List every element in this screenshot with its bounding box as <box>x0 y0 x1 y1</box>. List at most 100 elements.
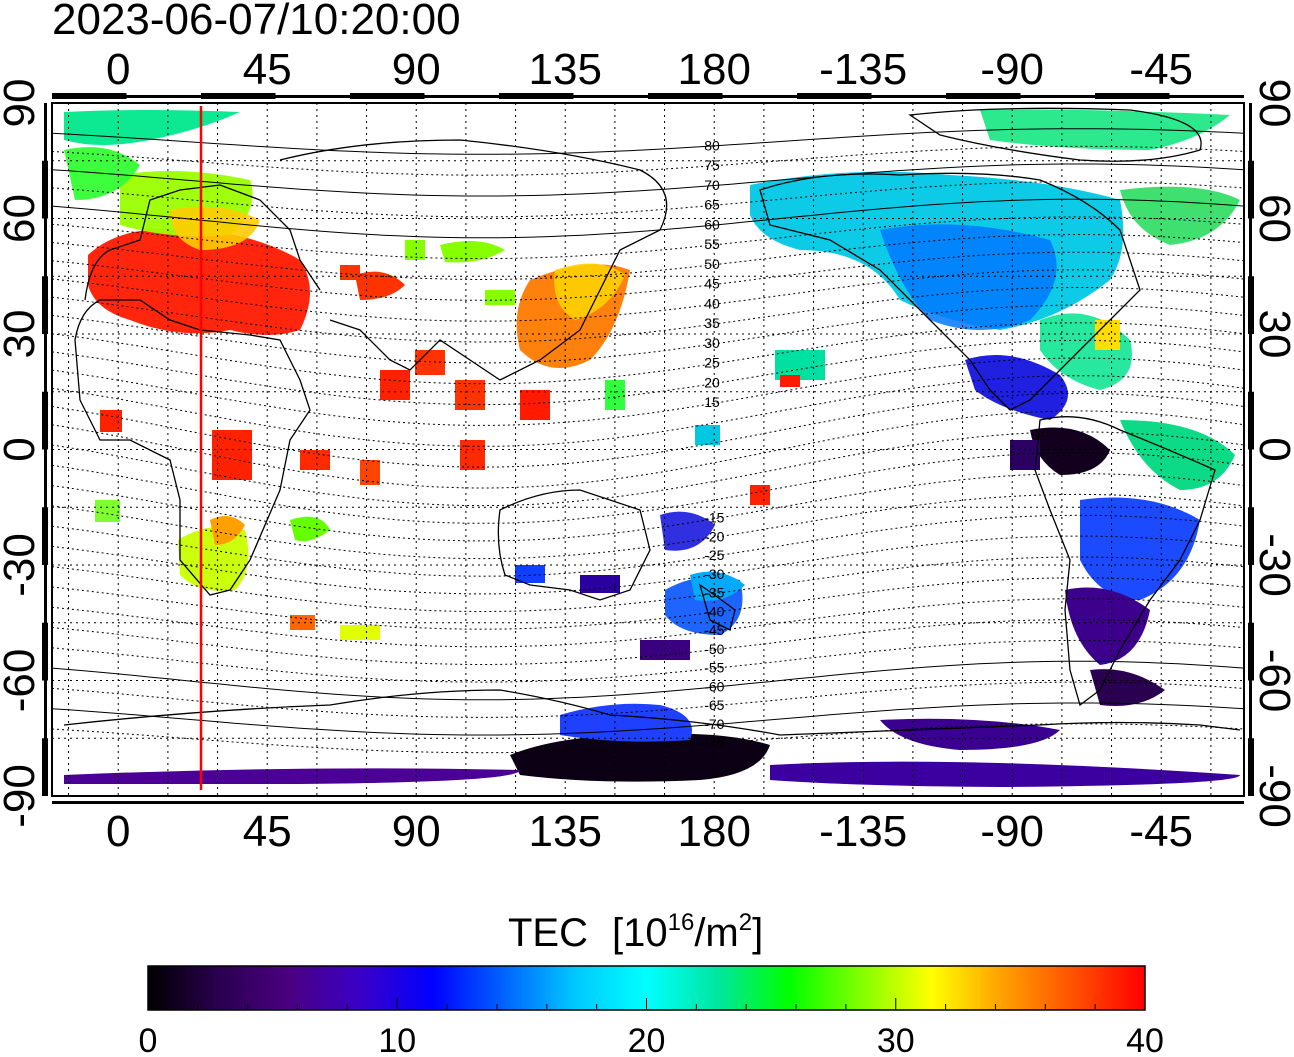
map-content <box>52 103 1244 796</box>
lon-tick-label: -90 <box>980 807 1044 856</box>
magnetic-contour-label: -15 <box>704 510 724 526</box>
frame-tick <box>42 391 48 450</box>
tec-patch <box>405 240 425 260</box>
lon-tick-label: -90 <box>980 45 1044 94</box>
magnetic-contour-label: -60 <box>704 678 724 694</box>
colorbar-unit-mid: /m <box>694 911 738 955</box>
lat-tick-label: 0 <box>0 437 44 461</box>
tec-patch <box>290 516 330 542</box>
magnetic-contour-label: -75 <box>704 735 724 751</box>
lat-tick-label: -30 <box>1250 533 1294 597</box>
asia-coast <box>279 139 668 381</box>
tec-patch <box>580 575 620 593</box>
magnetic-contour-line <box>52 452 1244 524</box>
magnetic-contour-line <box>52 339 1244 406</box>
tec-patch <box>340 625 380 640</box>
frame-tick <box>201 93 276 99</box>
tec-patch <box>515 565 545 583</box>
frame-tick <box>52 801 1244 804</box>
colorbar-unit-prefix: [10 <box>612 911 668 955</box>
lat-tick-label: 0 <box>1250 437 1294 461</box>
south-america-coast <box>1034 416 1216 707</box>
tec-patch <box>100 410 122 432</box>
frame-tick <box>1248 507 1254 565</box>
magnetic-contour-line <box>52 216 1244 260</box>
north-america-coast <box>759 172 1141 411</box>
lat-tick-label: 30 <box>1250 310 1294 359</box>
tec-patch <box>965 355 1068 420</box>
magnetic-contour-line <box>52 145 1244 176</box>
magnetic-contour-label: -25 <box>704 547 724 563</box>
magnetic-contour-line <box>52 304 1244 364</box>
colorbar-tick-label: 10 <box>378 1022 416 1057</box>
tec-patch <box>660 511 715 551</box>
tec-patch <box>770 761 1240 787</box>
frame-tick <box>1248 622 1254 681</box>
colorbar-quantity: TEC <box>508 911 588 955</box>
frame-tick <box>52 93 127 99</box>
colorbar-tick-label: 0 <box>139 1022 158 1057</box>
magnetic-contour-label: -65 <box>704 697 724 713</box>
lat-tick-label: -90 <box>1250 764 1294 828</box>
magnetic-contour-line <box>52 493 1244 560</box>
lat-tick-label: 30 <box>0 310 44 359</box>
tec-patch <box>690 571 745 601</box>
colorbar-unit-exponent2: 2 <box>739 909 752 936</box>
magnetic-contour-label: 35 <box>704 315 720 331</box>
lon-tick-label: 180 <box>678 45 751 94</box>
timestamp-title: 2023-06-07/10:20:00 <box>52 0 461 44</box>
magnetic-contour-label: -40 <box>704 603 724 619</box>
magnetic-contour-line <box>52 598 1244 648</box>
lat-tick-label: -60 <box>1250 649 1294 713</box>
colorbar <box>147 965 1146 1011</box>
tec-patch <box>510 733 770 782</box>
tec-patch <box>210 516 245 545</box>
magnetic-contour-line <box>52 681 1244 718</box>
colorbar-tick-label: 30 <box>877 1022 915 1057</box>
lon-tick-label: 0 <box>106 45 130 94</box>
magnetic-contour-label: 50 <box>704 256 720 272</box>
magnetic-contour-label: 75 <box>704 157 720 173</box>
lon-tick-label: 135 <box>529 807 602 856</box>
magnetic-contour-label: -55 <box>704 660 724 676</box>
tec-patch <box>605 380 625 410</box>
lat-tick-label: -30 <box>0 533 44 597</box>
magnetic-contour-label: 30 <box>704 335 720 351</box>
colorbar-tick-label: 20 <box>628 1022 666 1057</box>
magnetic-contour-line <box>52 473 1244 542</box>
lon-tick-label: 90 <box>392 45 441 94</box>
lat-tick-label: 90 <box>0 79 44 128</box>
tec-patch <box>212 430 252 480</box>
tec-patch <box>88 229 310 335</box>
tec-patch <box>355 271 405 300</box>
tec-patch <box>980 109 1230 150</box>
magnetic-contour-line <box>52 535 1244 595</box>
magnetic-contour-label: -70 <box>704 716 724 732</box>
magnetic-labels-south: -15 -20 -25 -30 -35 -40 -45 -50 -55 -60 … <box>704 510 724 751</box>
magnetic-contour-line <box>52 128 1244 155</box>
magnetic-labels-north: 80 75 70 65 60 55 50 45 40 35 30 25 20 1… <box>704 137 720 410</box>
lon-tick-label: -135 <box>819 807 907 856</box>
magnetic-contour-label: -50 <box>704 641 724 657</box>
magnetic-contour-line <box>52 431 1244 507</box>
tec-patch <box>1095 320 1120 350</box>
lat-tick-label: -60 <box>0 649 44 713</box>
tec-patch <box>880 224 1057 330</box>
magnetic-contour-line <box>52 514 1244 577</box>
tec-patch <box>380 370 410 400</box>
tec-patch <box>695 425 720 445</box>
magnetic-contour-label: 70 <box>704 177 720 193</box>
magnetic-contour-line <box>52 322 1244 385</box>
tec-patch <box>1030 427 1110 475</box>
frame-tick <box>797 93 872 99</box>
frame-tick <box>1248 391 1254 450</box>
frame-tick <box>42 738 48 796</box>
magnetic-contour-line <box>52 392 1244 468</box>
magnetic-contour-label: 55 <box>704 236 720 252</box>
magnetic-contour-line <box>52 251 1244 301</box>
magnetic-contour-line <box>52 702 1244 736</box>
lon-tick-label: 90 <box>392 807 441 856</box>
frame-ticks <box>42 93 1254 804</box>
tec-patch <box>178 526 249 591</box>
